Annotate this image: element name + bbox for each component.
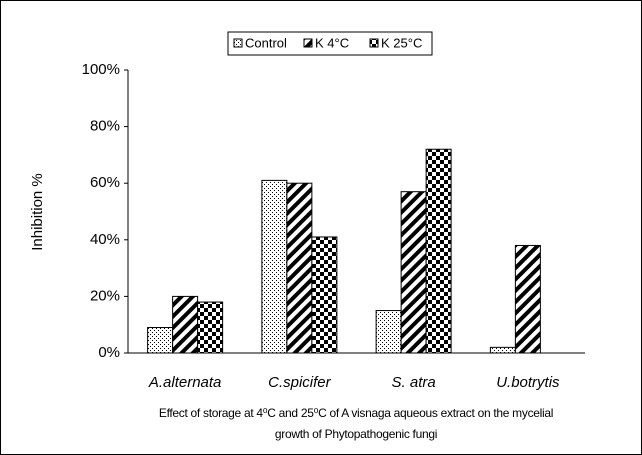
bar	[311, 236, 338, 354]
bar	[147, 327, 174, 354]
x-tick-label: A.alternata	[148, 374, 222, 391]
legend-swatch	[303, 38, 313, 48]
bar	[514, 244, 541, 354]
y-tick-label: 80%	[90, 118, 120, 135]
bar	[261, 179, 288, 354]
legend-swatch	[233, 38, 243, 48]
caption: growth of Phytopathogenic fungi	[275, 427, 437, 441]
bar	[425, 148, 452, 354]
legend-label: Control	[245, 35, 287, 50]
y-tick-label: 20%	[90, 287, 120, 304]
y-tick-label: 0%	[98, 344, 120, 361]
x-tick-label: U.botrytis	[496, 374, 560, 391]
legend-box	[227, 31, 433, 56]
y-tick-label: 100%	[82, 61, 120, 78]
bar	[400, 191, 427, 354]
x-tick-label: S. atra	[392, 374, 436, 391]
bar	[375, 310, 402, 354]
caption: Effect of storage at 4⁰C and 25⁰C of A v…	[159, 406, 553, 420]
bar	[197, 301, 224, 354]
y-axis-label: Inhibition %	[29, 173, 46, 251]
legend-swatch	[369, 38, 379, 48]
legend-label: K 25°C	[381, 35, 422, 50]
y-tick-label: 60%	[90, 174, 120, 191]
legend-label: K 4°C	[315, 35, 349, 50]
bar	[489, 346, 516, 354]
bar	[286, 182, 313, 354]
x-tick-label: C.spicifer	[268, 374, 332, 391]
y-tick-label: 40%	[90, 231, 120, 248]
bar	[172, 295, 199, 354]
